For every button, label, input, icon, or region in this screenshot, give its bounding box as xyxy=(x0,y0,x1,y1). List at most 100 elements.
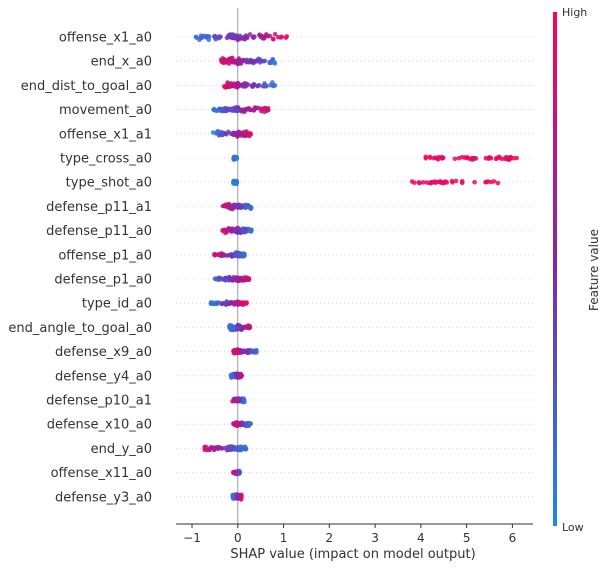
shap-point xyxy=(472,179,477,185)
feature-label: offense_x11_a0 xyxy=(51,466,152,481)
shap-point xyxy=(258,58,263,63)
shap-point xyxy=(229,254,235,259)
shap-point xyxy=(249,59,254,65)
colorbar-title: Feature value xyxy=(587,229,601,311)
shap-point xyxy=(263,33,269,39)
shap-point xyxy=(235,349,240,354)
shap-point xyxy=(456,155,462,161)
shap-point xyxy=(225,82,230,88)
shap-point xyxy=(236,495,241,501)
shap-point xyxy=(270,80,275,85)
shap-point xyxy=(471,155,477,161)
shap-point xyxy=(210,130,216,135)
feature-label: defense_p11_a1 xyxy=(46,200,152,215)
shap-point xyxy=(237,372,242,377)
shap-point xyxy=(246,277,252,283)
shap-point xyxy=(227,301,233,306)
shap-point xyxy=(247,421,253,427)
feature-labels: offense_x1_a0 end_x_a0 end_dist_to_goal_a0… xyxy=(8,31,152,506)
shap-point xyxy=(255,83,261,89)
shap-point xyxy=(459,180,465,186)
shap-point xyxy=(213,252,218,257)
shap-point xyxy=(232,469,237,475)
shap-point xyxy=(253,58,259,64)
shap-point xyxy=(271,36,276,42)
shap-point xyxy=(221,84,227,89)
feature-label: defense_p1_a0 xyxy=(54,273,152,288)
shap-point xyxy=(261,106,267,111)
shap-point xyxy=(244,59,249,65)
shap-point xyxy=(210,445,216,451)
shap-point xyxy=(486,155,492,160)
shap-point xyxy=(231,325,236,331)
shap-point xyxy=(212,33,218,39)
x-tick-label: 4 xyxy=(417,531,425,545)
shap-point xyxy=(238,446,244,451)
shap-point xyxy=(462,155,468,160)
feature-label: defense_p11_a0 xyxy=(46,224,152,239)
shap-point xyxy=(236,325,242,330)
shap-point xyxy=(450,180,455,185)
shap-point xyxy=(229,226,235,232)
shap-point xyxy=(215,301,220,306)
shap-point xyxy=(452,156,458,162)
x-tick-label: 1 xyxy=(280,531,288,545)
feature-label: end_angle_to_goal_a0 xyxy=(8,321,152,336)
shap-point xyxy=(220,106,225,112)
x-axis-label: SHAP value (impact on model output) xyxy=(230,547,475,562)
shap-point xyxy=(257,32,262,37)
shap-point xyxy=(284,34,290,39)
shap-point xyxy=(227,278,232,283)
shap-point xyxy=(210,300,215,306)
shap-point xyxy=(212,276,218,282)
shap-point xyxy=(250,34,256,40)
colorbar-high-label: High xyxy=(562,6,587,19)
feature-gridlines xyxy=(176,36,533,498)
shap-point xyxy=(271,59,277,65)
shap-point xyxy=(234,108,240,114)
shap-point xyxy=(216,34,221,40)
shap-point xyxy=(241,109,246,114)
x-tick-label: 3 xyxy=(371,531,379,545)
shap-point xyxy=(240,226,246,231)
shap-point xyxy=(231,348,236,354)
shap-point xyxy=(237,278,243,283)
shap-point xyxy=(248,229,253,234)
shap-point xyxy=(412,180,417,185)
shap-point xyxy=(220,300,225,306)
x-ticks: −1 0 1 2 3 4 5 6 xyxy=(183,524,516,545)
shap-point xyxy=(244,203,250,208)
feature-label: defense_x9_a0 xyxy=(55,345,152,360)
shap-point xyxy=(222,227,228,233)
colorbar-gradient xyxy=(553,12,557,526)
feature-label: defense_y4_a0 xyxy=(55,369,152,384)
feature-label: offense_p1_a0 xyxy=(58,248,152,263)
shap-point xyxy=(235,204,240,209)
shap-point xyxy=(228,205,234,210)
shap-point xyxy=(222,203,227,209)
shap-point xyxy=(267,33,273,39)
shap-point xyxy=(485,179,491,184)
shap-point xyxy=(495,180,501,186)
shap-point xyxy=(272,32,278,37)
shap-point xyxy=(231,82,236,87)
shap-point xyxy=(427,154,433,160)
shap-point xyxy=(231,181,236,186)
shap-point xyxy=(443,179,449,184)
shap-point xyxy=(219,132,224,137)
shap-point xyxy=(231,156,236,161)
shap-point xyxy=(268,60,273,65)
feature-label: offense_x1_a0 xyxy=(59,31,152,46)
shap-point xyxy=(242,301,248,306)
shap-point xyxy=(236,251,241,256)
shap-point xyxy=(279,34,284,40)
shap-point xyxy=(242,251,247,257)
shap-point xyxy=(228,58,233,64)
shap-point xyxy=(235,302,241,307)
shap-point xyxy=(223,278,228,283)
x-tick-label: −1 xyxy=(183,531,201,545)
shap-point xyxy=(224,131,229,137)
feature-label: type_shot_a0 xyxy=(66,176,152,191)
shap-point xyxy=(420,180,426,185)
